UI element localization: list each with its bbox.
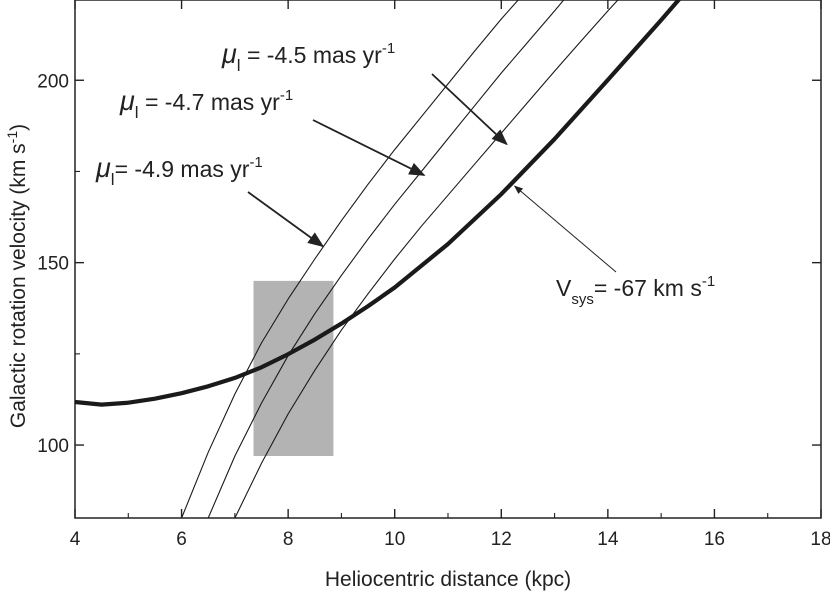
annotation-mu-4-9-sup: -1 (249, 154, 262, 171)
annotation-arrow-0 (431, 73, 508, 146)
annotation-arrow-1 (312, 119, 426, 176)
annotation-mu-4-5-value: -4.5 mas yr (267, 42, 382, 68)
annotation-mu-4-5-sup: -1 (382, 40, 395, 57)
series-line-2 (207, 0, 565, 518)
annotation-vsys-sub: sys (571, 291, 594, 308)
annotation-vsys-value: -67 km s (614, 275, 702, 301)
x-tick-label: 8 (283, 529, 294, 550)
annotation-vsys-symbol: V (556, 275, 572, 301)
annotation-mu-4-9: μl= -4.9 mas yr-1 (95, 153, 263, 189)
annotation-arrow-2 (247, 191, 325, 248)
plot-frame (74, 0, 822, 519)
annotation-arrow-3 (513, 185, 617, 273)
x-tick-label: 6 (176, 529, 187, 550)
annotation-mu-4-5: μl = -4.5 mas yr-1 (221, 39, 395, 75)
annotation-mu-4-9-sub: l (111, 170, 115, 189)
x-tick-label: 14 (597, 529, 619, 550)
y-axis-label-main: Galactic rotation velocity (km s (7, 143, 30, 428)
annotation-mu-4-5-symbol: μ (221, 39, 237, 69)
annotation-vsys: Vsys= -67 km s-1 (556, 273, 715, 308)
x-tick-label: 10 (384, 529, 405, 550)
y-tick-label: 150 (37, 254, 69, 275)
annotation-mu-4-7-symbol: μ (119, 86, 135, 116)
annotation-mu-4-7-sub: l (135, 103, 139, 122)
annotation-mu-4-7-eq: = (139, 89, 165, 115)
x-axis-label: Heliocentric distance (kpc) (325, 568, 571, 591)
y-tick-label: 100 (37, 436, 69, 457)
annotation-mu-4-5-sub: l (237, 56, 241, 75)
x-tick-label: 12 (491, 529, 512, 550)
x-tick-label: 18 (810, 529, 830, 550)
y-axis-label-close: ) (7, 124, 30, 131)
shaded-region (253, 280, 334, 456)
y-tick-label: 200 (37, 71, 69, 92)
x-tick-label: 16 (704, 529, 725, 550)
y-axis-label: Galactic rotation velocity (km s-1) (4, 124, 30, 428)
series-line-1 (181, 0, 519, 518)
annotation-mu-4-5-eq: = (241, 42, 267, 68)
annotation-vsys-sup: -1 (702, 273, 715, 290)
annotation-mu-4-7: μl = -4.7 mas yr-1 (119, 86, 293, 122)
series-line-3 (234, 0, 619, 518)
annotation-mu-4-9-symbol: μ (95, 153, 111, 183)
annotation-mu-4-9-value: -4.9 mas yr (134, 156, 249, 182)
annotation-mu-4-7-value: -4.7 mas yr (165, 89, 280, 115)
y-axis-label-sup: -1 (4, 131, 20, 144)
series-line-0 (75, 0, 682, 407)
annotation-mu-4-7-sup: -1 (280, 87, 293, 104)
annotation-mu-4-9-eq: = (115, 156, 135, 182)
annotation-vsys-eq: = (594, 275, 614, 301)
x-tick-label: 4 (70, 529, 81, 550)
